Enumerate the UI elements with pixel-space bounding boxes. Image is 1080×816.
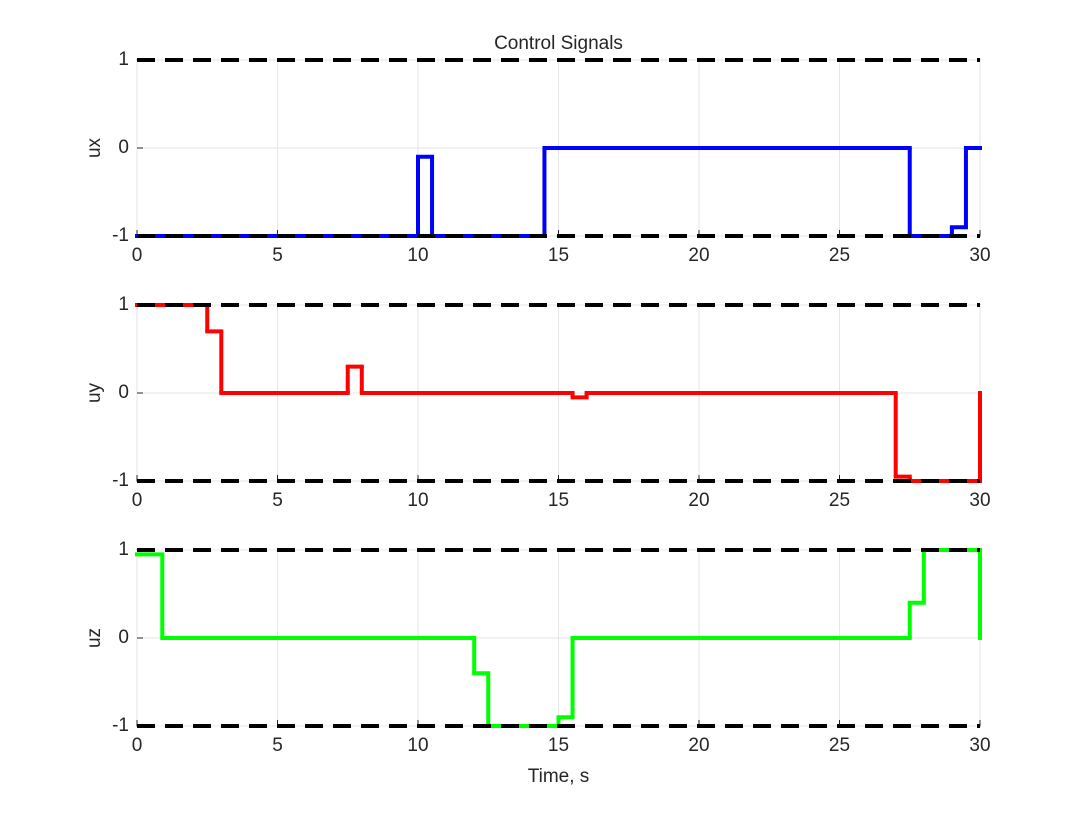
- x-tick-label: 25: [829, 735, 850, 756]
- x-tick-label: 20: [688, 490, 709, 511]
- chart-title: Control Signals: [494, 33, 623, 54]
- x-tick-label: 0: [132, 245, 143, 266]
- y-tick-label: 0: [118, 137, 129, 158]
- x-tick-label: 15: [548, 245, 569, 266]
- x-axis-label: Time, s: [528, 766, 590, 787]
- x-tick-label: 0: [132, 490, 143, 511]
- y-tick-label: 0: [118, 382, 129, 403]
- y-tick-label: 1: [118, 539, 129, 560]
- y-tick-label: -1: [112, 225, 129, 246]
- y-tick-label: 0: [118, 627, 129, 648]
- x-tick-label: 0: [132, 735, 143, 756]
- y-axis-label: ux: [84, 137, 105, 158]
- x-tick-label: 5: [272, 490, 283, 511]
- x-tick-label: 15: [548, 735, 569, 756]
- x-tick-label: 5: [272, 245, 283, 266]
- x-tick-label: 30: [969, 245, 990, 266]
- x-tick-label: 5: [272, 735, 283, 756]
- y-tick-label: 1: [118, 294, 129, 315]
- x-tick-label: 10: [407, 490, 428, 511]
- x-tick-label: 15: [548, 490, 569, 511]
- x-tick-label: 25: [829, 490, 850, 511]
- x-tick-label: 30: [969, 490, 990, 511]
- x-tick-label: 20: [688, 245, 709, 266]
- y-tick-label: 1: [118, 49, 129, 70]
- x-tick-label: 25: [829, 245, 850, 266]
- y-axis-label: uy: [84, 382, 105, 403]
- x-tick-label: 10: [407, 245, 428, 266]
- x-tick-label: 30: [969, 735, 990, 756]
- y-tick-label: -1: [112, 470, 129, 491]
- y-tick-label: -1: [112, 715, 129, 736]
- x-tick-label: 10: [407, 735, 428, 756]
- x-tick-label: 20: [688, 735, 709, 756]
- y-axis-label: uz: [84, 628, 105, 648]
